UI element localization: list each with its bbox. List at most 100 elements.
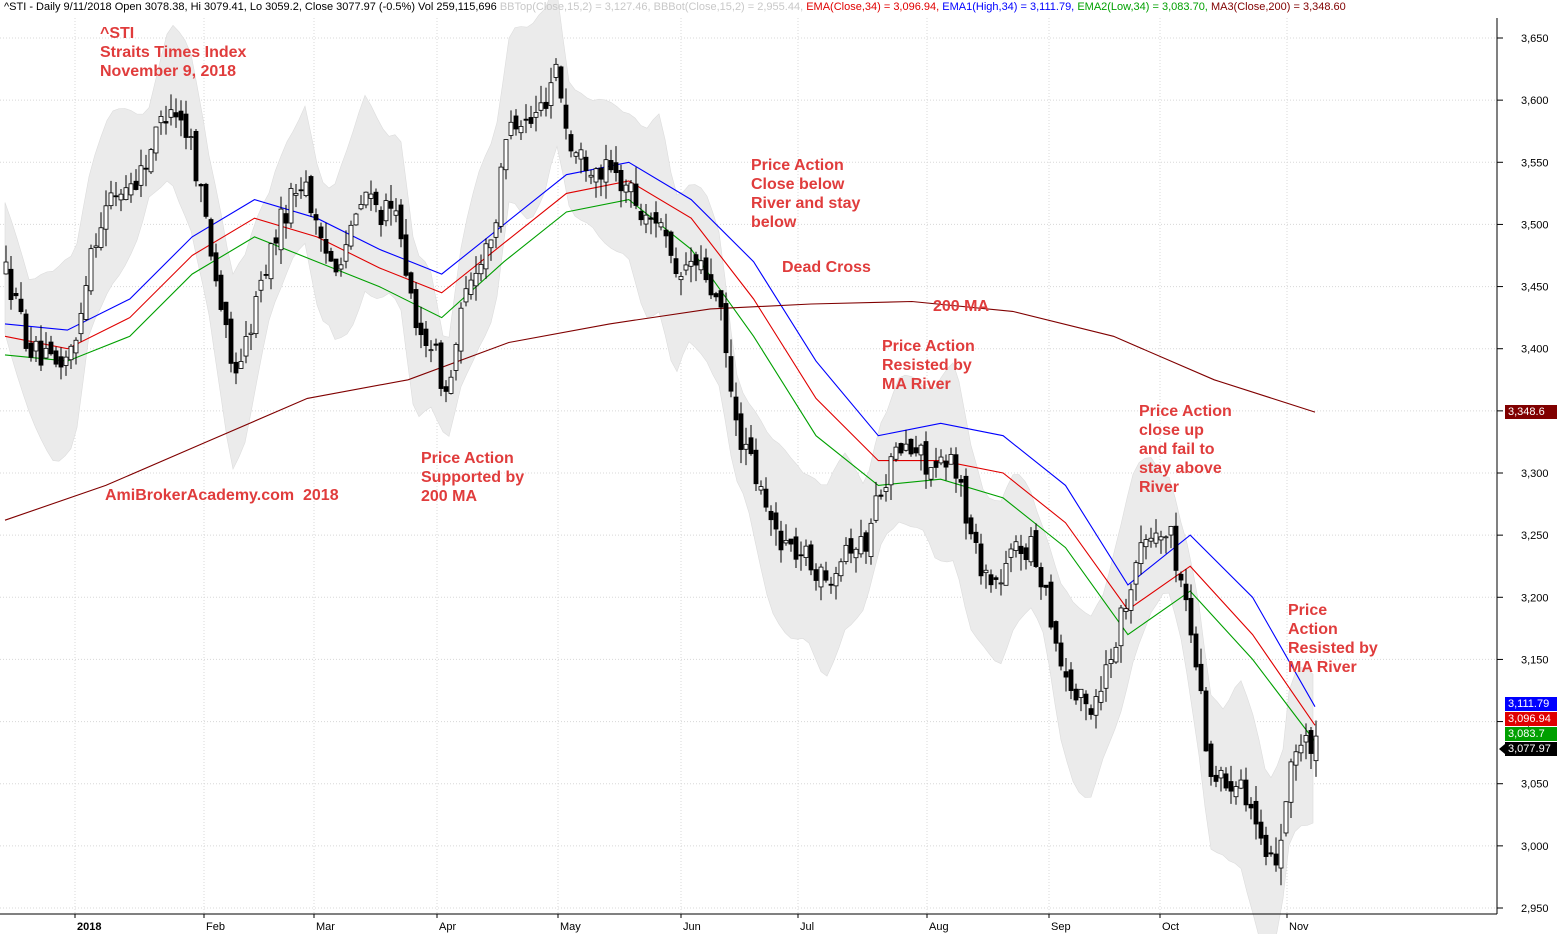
candle-down [193, 130, 199, 182]
y-tick-label: 3,200 [1521, 592, 1549, 604]
tag-close: 3,077.97 [1505, 742, 1557, 756]
annotation-dead-cross: Dead Cross [782, 259, 871, 276]
candle-down [663, 229, 669, 237]
candle-down [753, 449, 759, 485]
bollinger-band-area [4, 0, 1314, 934]
candle-down [408, 272, 414, 294]
candle-up [63, 356, 69, 366]
candle-down [183, 113, 189, 138]
candle-down [978, 543, 984, 577]
candle-down [173, 112, 179, 118]
candle-up [1013, 541, 1019, 551]
candle-down [433, 343, 439, 346]
candle-down [913, 447, 919, 454]
annotation-resisted-river-aug: Price Action Resisted by MA River [882, 338, 975, 393]
candle-down [673, 258, 679, 275]
candle-up [168, 109, 174, 118]
annotation-resisted-river-nov: Price Action Resisted by MA River [1288, 602, 1378, 676]
candle-up [938, 456, 944, 464]
candle-up [393, 210, 399, 216]
candle-up [503, 139, 509, 171]
candle-up [1238, 779, 1244, 789]
candle-down [908, 438, 914, 455]
candle-down [233, 361, 239, 374]
candle-up [93, 245, 99, 248]
x-tick-label: Jul [800, 921, 814, 933]
header-bbtop: BBTop(Close,15,2) = 3,127.46, [499, 1, 651, 13]
ema1-line [4, 161, 1316, 707]
candle-down [403, 234, 409, 276]
tag-ema: 3,096.94 [1505, 712, 1557, 726]
annotation-fail-above-river: Price Action close up and fail to stay a… [1139, 403, 1232, 496]
candle-down [748, 437, 754, 455]
candle-down [283, 213, 289, 224]
candle-down [1253, 800, 1259, 825]
candle-down [708, 274, 714, 296]
candle-down [1223, 773, 1229, 789]
candle-down [313, 214, 319, 221]
candle-down [668, 231, 674, 256]
candle-down [958, 479, 964, 483]
candle-down [1178, 573, 1184, 581]
candle-up [448, 376, 454, 394]
candle-down [568, 134, 574, 152]
candle-down [48, 341, 54, 355]
candle-down [878, 494, 884, 497]
candle-down [373, 191, 379, 206]
candle-up [118, 193, 124, 201]
candle-up [1218, 769, 1224, 779]
candle-down [1258, 821, 1264, 839]
candle-down [1188, 597, 1194, 636]
annotation-200ma: 200 MA [933, 298, 990, 315]
candle-up [1288, 761, 1294, 803]
header-line: ^STI - Daily 9/11/2018 Open 3078.38, Hi … [4, 1, 1346, 13]
candle-up [688, 260, 694, 267]
x-tick-label: 2018 [77, 921, 101, 933]
candle-down [143, 167, 149, 170]
candle-up [488, 239, 494, 249]
candle-up [293, 192, 299, 196]
candle-up [493, 222, 499, 238]
candle-up [743, 443, 749, 450]
y-tick-label: 3,500 [1521, 219, 1549, 231]
candle-down [563, 104, 569, 129]
candle-down [993, 577, 999, 580]
candle-up [518, 126, 524, 134]
candle-down [1198, 663, 1204, 692]
candle-down [703, 257, 709, 281]
tag-ema1: 3,111.79 [1505, 697, 1557, 711]
candle-down [208, 219, 214, 257]
candle-up [128, 183, 134, 196]
candle-up [593, 168, 599, 183]
candle-down [793, 536, 799, 560]
candle-down [598, 167, 604, 180]
candle-down [613, 162, 619, 174]
candle-down [1073, 688, 1079, 701]
y-tick-label: 3,550 [1521, 157, 1549, 169]
candle-up [483, 243, 489, 270]
candle-down [963, 475, 969, 524]
candle-up [453, 344, 459, 371]
x-tick-label: Mar [316, 921, 335, 933]
candle-up [1163, 536, 1169, 539]
candle-up [883, 487, 889, 492]
candle-up [103, 205, 109, 230]
candle-down [863, 532, 869, 552]
candle-down [58, 356, 64, 368]
candle-up [1008, 548, 1014, 558]
candle-up [1078, 688, 1084, 698]
candle-down [1018, 545, 1024, 555]
candle-down [318, 226, 324, 239]
candle-up [868, 522, 874, 558]
candle-down [1268, 852, 1274, 855]
candle-down [653, 212, 659, 224]
header-ma3: MA3(Close,200) = 3,348.60 [1210, 1, 1346, 13]
candle-up [153, 126, 159, 154]
candle-down [1038, 567, 1044, 588]
candle-down [733, 396, 739, 421]
candle-down [1043, 584, 1049, 588]
candle-up [538, 102, 544, 111]
candle-up [353, 213, 359, 226]
candle-down [823, 570, 829, 581]
candle-down [788, 538, 794, 545]
